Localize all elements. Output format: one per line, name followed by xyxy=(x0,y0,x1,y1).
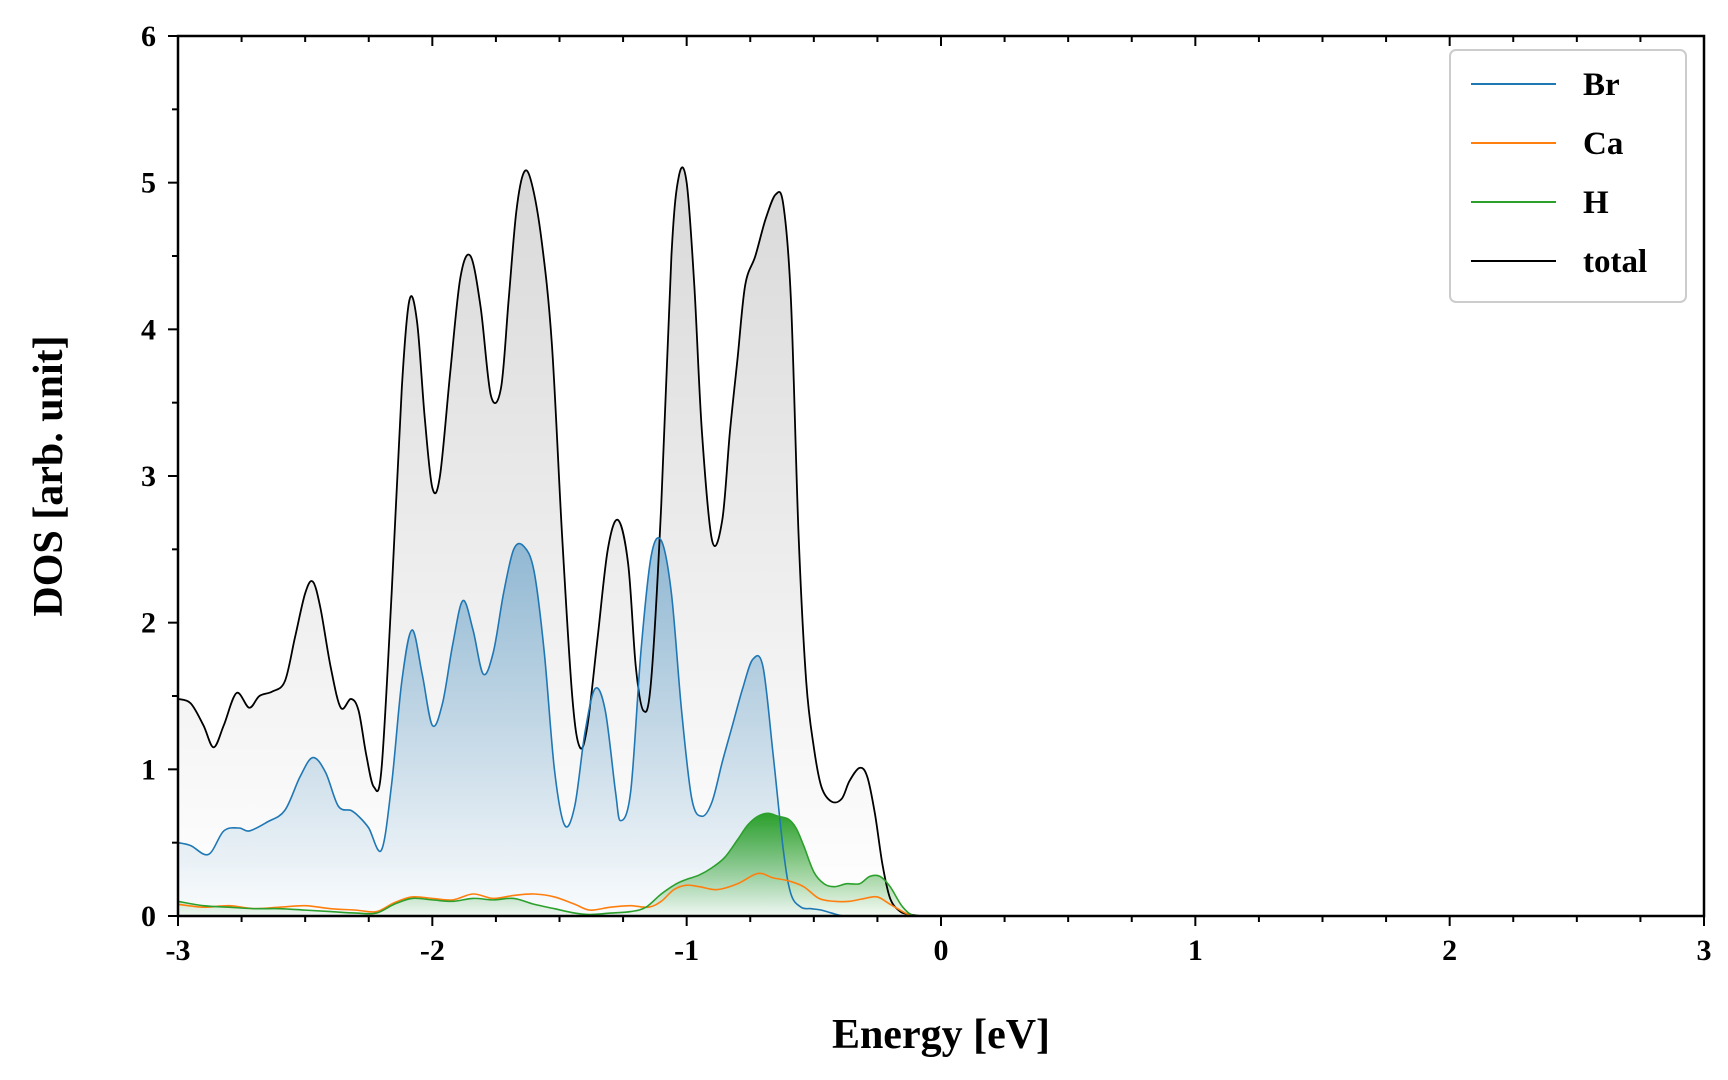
x-axis-title: Energy [eV] xyxy=(832,1012,1050,1058)
legend-label-h: H xyxy=(1583,185,1609,221)
y-tick-label: 0 xyxy=(141,900,156,933)
x-tick-label: -3 xyxy=(166,934,191,967)
y-tick-label: 4 xyxy=(141,313,156,346)
y-tick-label: 3 xyxy=(141,460,156,493)
series-fill-total xyxy=(178,167,1704,916)
y-tick-label: 5 xyxy=(141,167,156,200)
legend-label-br: Br xyxy=(1583,67,1620,103)
legend-label-total: total xyxy=(1583,244,1647,280)
x-tick-label: 1 xyxy=(1188,934,1203,967)
area-fills xyxy=(178,167,1704,916)
series-fill-br xyxy=(178,537,1704,916)
x-tick-label: -2 xyxy=(420,934,445,967)
y-tick-label: 2 xyxy=(141,607,156,640)
series-line-h xyxy=(177,812,1704,917)
axis-ticks xyxy=(168,35,1705,926)
series-line-ca xyxy=(177,872,1704,917)
x-tick-label: 3 xyxy=(1697,934,1712,967)
x-tick-label: 2 xyxy=(1442,934,1457,967)
series-line-br xyxy=(177,537,1704,917)
legend-label-ca: Ca xyxy=(1583,126,1623,162)
x-tick-label: 0 xyxy=(934,934,949,967)
y-tick-label: 1 xyxy=(141,753,156,786)
y-axis-title: DOS [arb. unit] xyxy=(26,335,72,616)
legend-box xyxy=(1449,49,1687,303)
x-tick-label: -1 xyxy=(674,934,699,967)
series-lines xyxy=(177,166,1704,917)
y-tick-label: 6 xyxy=(141,20,156,53)
tick-labels: -3 -2 -1 0 1 2 3 0 1 2 3 4 5 6 xyxy=(141,20,1712,967)
